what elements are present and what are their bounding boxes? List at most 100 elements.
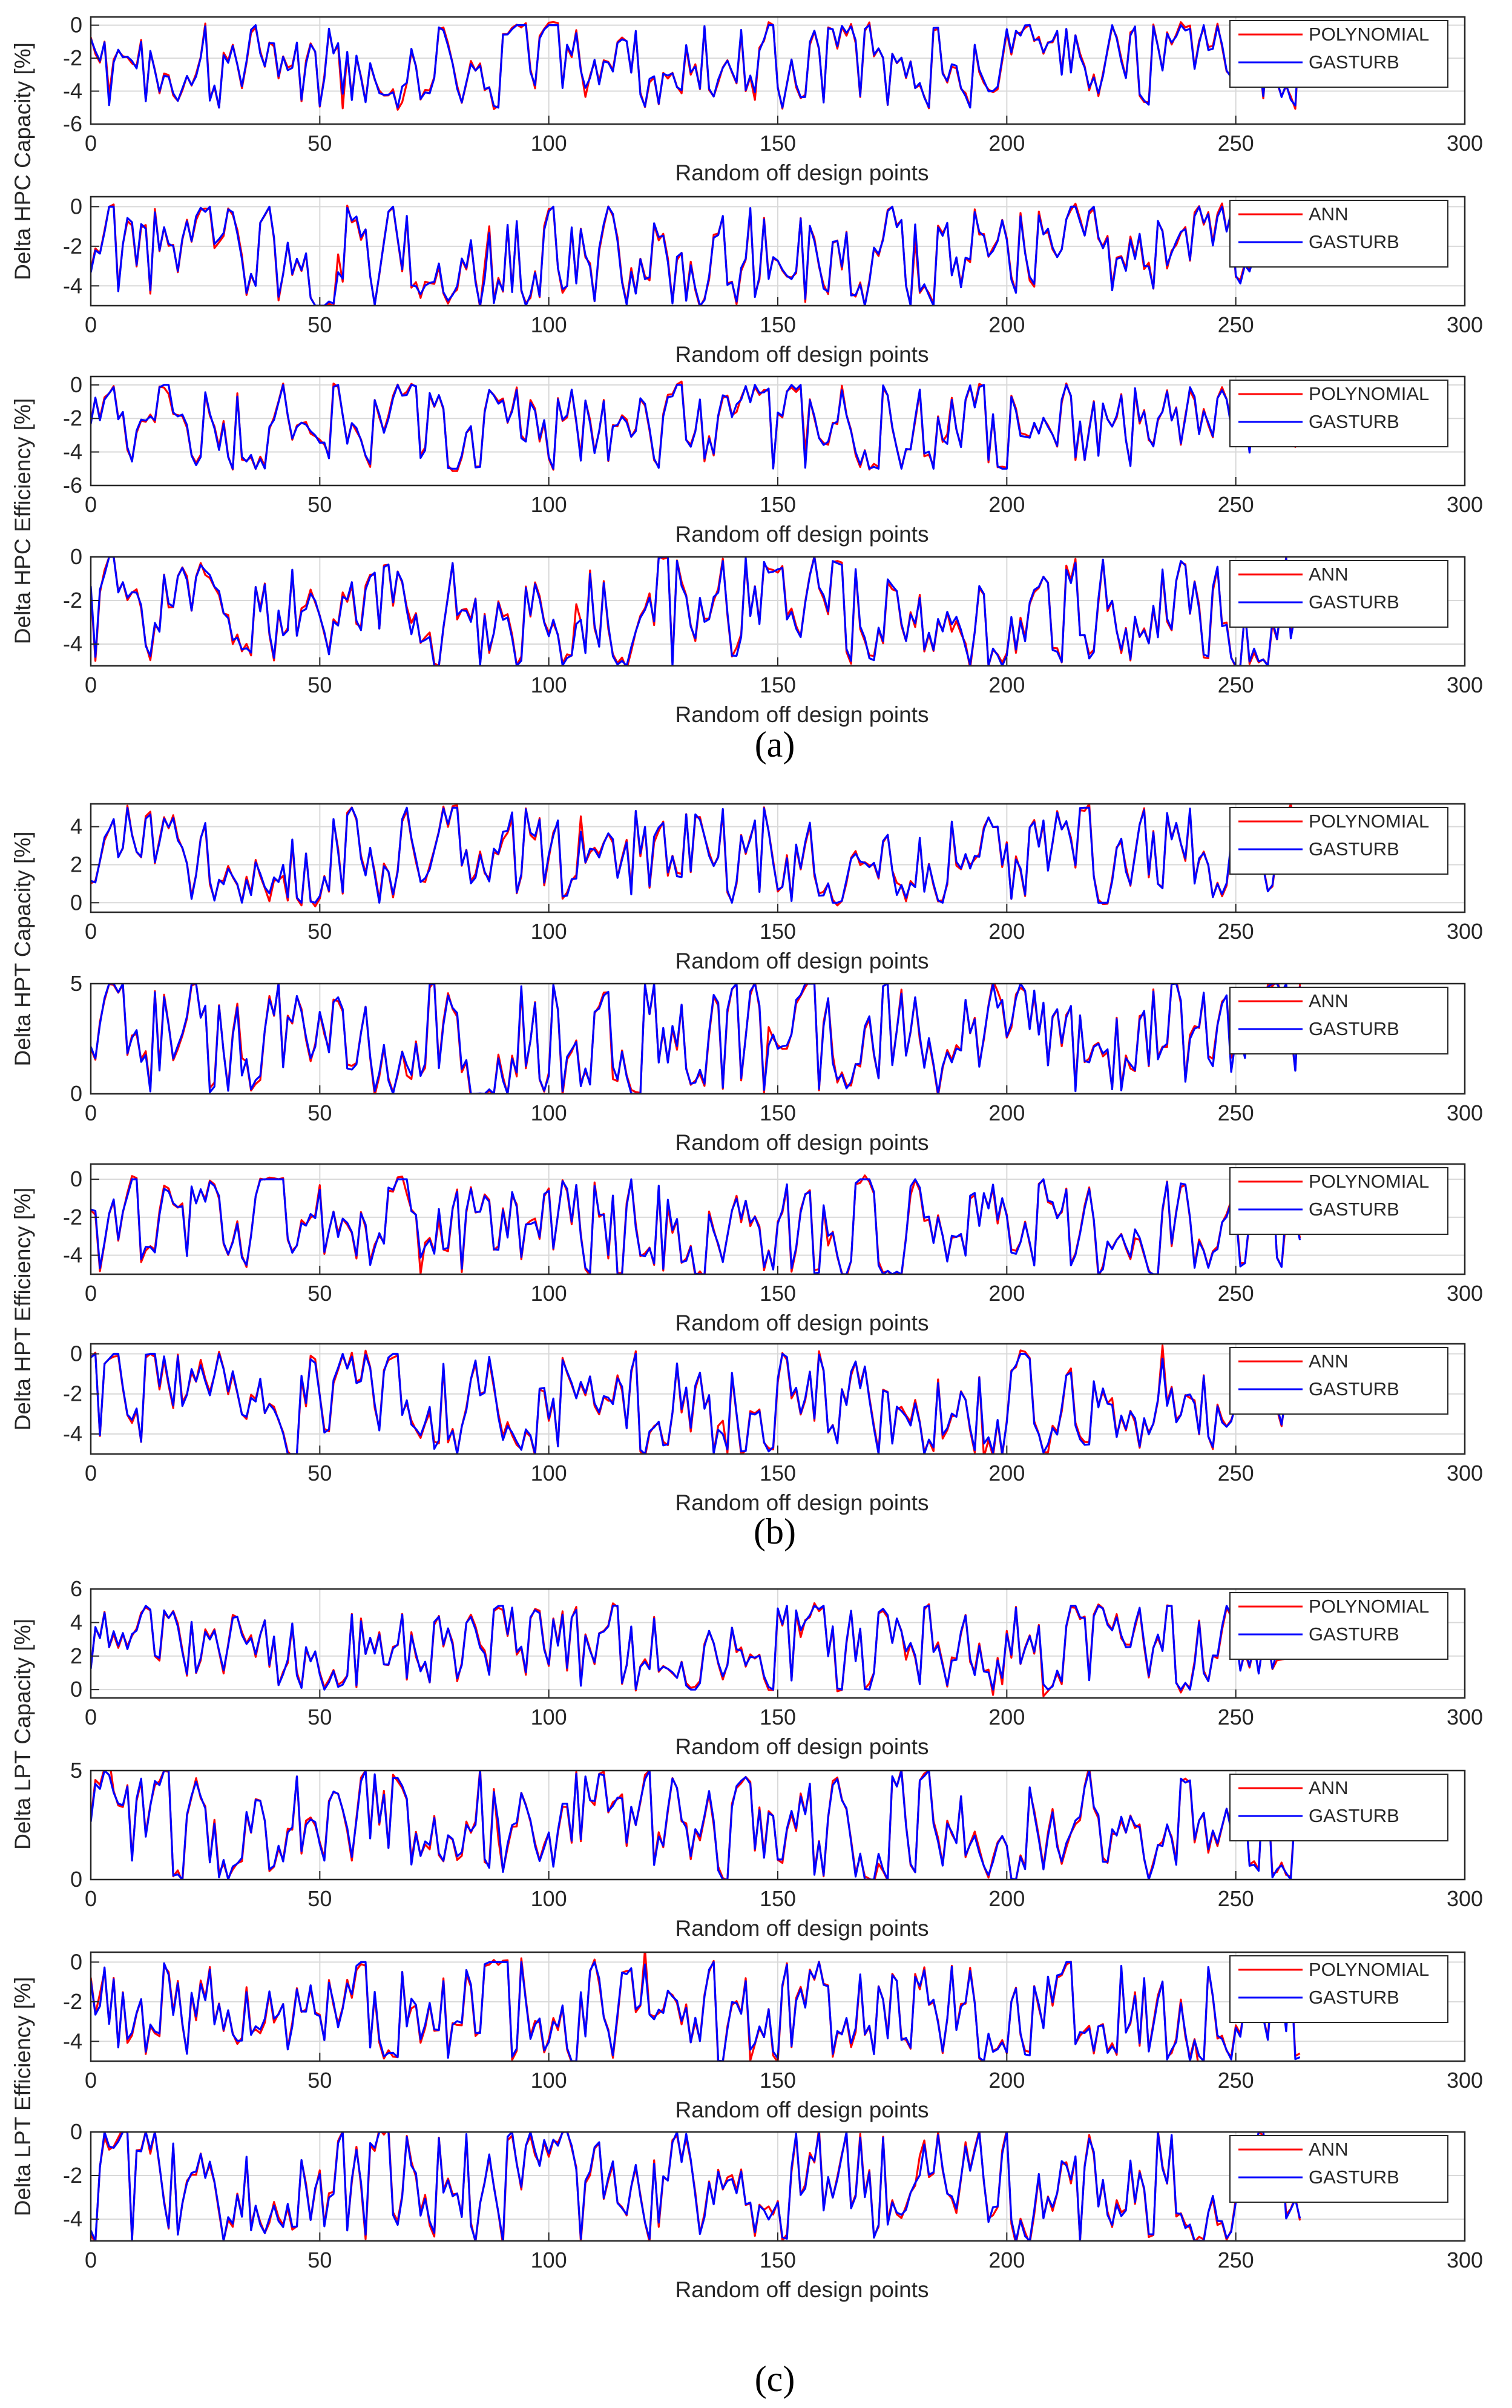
x-tick-label: 0	[85, 919, 97, 944]
x-tick-label: 200	[988, 312, 1025, 337]
x-tick-label: 200	[988, 919, 1025, 944]
x-axis-label: Random off design points	[675, 1916, 929, 1941]
x-tick-label: 150	[760, 1281, 796, 1306]
series-line-gasturb	[91, 1178, 1301, 1274]
x-tick-label: 0	[85, 1100, 97, 1125]
x-tick-label: 300	[1447, 2068, 1483, 2093]
y-tick-label: -4	[63, 2206, 82, 2231]
legend-label: GASTURB	[1309, 231, 1399, 252]
y-axis-label: Delta HPC Capacity [%]	[10, 42, 35, 280]
x-tick-label: 50	[307, 1100, 332, 1125]
series-line-gasturb	[91, 806, 1301, 904]
legend-label: GASTURB	[1309, 1805, 1399, 1826]
x-tick-label: 100	[531, 1100, 567, 1125]
x-tick-label: 50	[307, 1886, 332, 1911]
x-tick-label: 250	[1218, 1281, 1254, 1306]
x-tick-label: 300	[1447, 131, 1483, 156]
y-tick-label: -2	[63, 406, 82, 430]
x-tick-label: 50	[307, 492, 332, 517]
y-tick-label: 0	[70, 1341, 82, 1366]
x-tick-label: 250	[1218, 673, 1254, 697]
x-tick-label: 250	[1218, 1461, 1254, 1485]
subplot-5: 0 50 100 150 200 250 300 0 2 4 Random off design p…	[70, 803, 1483, 973]
x-tick-label: 250	[1218, 492, 1254, 517]
x-tick-label: 0	[85, 2248, 97, 2272]
y-tick-label: 0	[70, 890, 82, 915]
subplot-2: 0 50 100 150 200 250 300 -4 -2 0 Random off design…	[63, 194, 1483, 367]
legend-box	[1229, 1774, 1448, 1841]
x-tick-label: 0	[85, 1705, 97, 1729]
legend: ANN GASTURB	[1229, 987, 1448, 1054]
y-tick-label: 0	[70, 194, 82, 219]
series-line-gasturb	[91, 384, 1301, 470]
x-tick-label: 0	[85, 1886, 97, 1911]
y-tick-label: 0	[70, 1949, 82, 1974]
x-tick-label: 0	[85, 1461, 97, 1485]
y-tick-label: 0	[70, 1081, 82, 1106]
x-axis-label: Random off design points	[675, 949, 929, 973]
x-axis-label: Random off design points	[675, 342, 929, 367]
y-axis-label: Delta HPT Efficiency [%]	[10, 1188, 35, 1431]
x-tick-label: 100	[531, 492, 567, 517]
legend-box	[1229, 2135, 1448, 2203]
legend: POLYNOMIAL GASTURB	[1229, 1955, 1448, 2023]
y-tick-label: -4	[63, 2028, 82, 2053]
x-tick-label: 250	[1218, 1705, 1254, 1729]
x-tick-label: 50	[307, 919, 332, 944]
y-axis-label: Delta LPT Efficiency [%]	[10, 1977, 35, 2217]
x-tick-label: 150	[760, 1100, 796, 1125]
legend-label: POLYNOMIAL	[1309, 1171, 1429, 1192]
x-tick-label: 150	[760, 919, 796, 944]
series-line-gasturb	[91, 1771, 1301, 1880]
x-tick-label: 300	[1447, 492, 1483, 517]
legend: ANN GASTURB	[1229, 2135, 1448, 2203]
y-tick-label: 4	[70, 814, 82, 839]
x-tick-label: 100	[531, 312, 567, 337]
legend-box	[1229, 987, 1448, 1054]
y-tick-label: -4	[63, 273, 82, 298]
panel-label: (a)	[755, 725, 795, 765]
x-tick-label: 0	[85, 2068, 97, 2093]
legend-label: POLYNOMIAL	[1309, 24, 1429, 45]
x-tick-label: 250	[1218, 1886, 1254, 1911]
series-line-gasturb	[91, 24, 1301, 109]
x-tick-label: 300	[1447, 673, 1483, 697]
x-tick-label: 300	[1447, 312, 1483, 337]
subplot-7: 0 50 100 150 200 250 300 -4 -2 0 Random off design…	[63, 1163, 1483, 1335]
x-tick-label: 250	[1218, 2068, 1254, 2093]
y-axis-label: Delta LPT Capacity [%]	[10, 1619, 35, 1850]
x-tick-label: 50	[307, 1461, 332, 1485]
y-tick-label: -4	[63, 79, 82, 104]
x-tick-label: 0	[85, 312, 97, 337]
subplot-6: 0 50 100 150 200 250 300 0 5 Random off design po…	[70, 971, 1483, 1155]
x-tick-label: 250	[1218, 1100, 1254, 1125]
legend: POLYNOMIAL GASTURB	[1229, 807, 1448, 875]
series-line-gasturb	[91, 1352, 1301, 1454]
series-line-gasturb	[91, 557, 1301, 666]
y-tick-label: 0	[70, 13, 82, 38]
y-tick-label: 0	[70, 2119, 82, 2144]
x-tick-label: 250	[1218, 919, 1254, 944]
x-tick-label: 150	[760, 131, 796, 156]
x-tick-label: 150	[760, 2068, 796, 2093]
y-axis-label: Delta HPT Capacity [%]	[10, 832, 35, 1067]
x-axis-label: Random off design points	[675, 702, 929, 727]
legend-label: ANN	[1309, 1350, 1348, 1372]
series-line-gasturb	[91, 984, 1301, 1094]
subplot-3: 0 50 100 150 200 250 300 -6 -4 -2 0 Random off desi…	[63, 372, 1483, 547]
x-tick-label: 300	[1447, 2248, 1483, 2272]
x-axis-label: Random off design points	[675, 2277, 929, 2302]
x-tick-label: 100	[531, 1886, 567, 1911]
x-axis-label: Random off design points	[675, 160, 929, 185]
x-tick-label: 100	[531, 1461, 567, 1485]
y-tick-label: -6	[63, 473, 82, 498]
y-tick-label: -2	[63, 1205, 82, 1229]
legend: POLYNOMIAL GASTURB	[1229, 20, 1448, 88]
legend-label: GASTURB	[1309, 1987, 1399, 2008]
legend-label: GASTURB	[1309, 2166, 1399, 2188]
legend-label: POLYNOMIAL	[1309, 811, 1429, 832]
x-tick-label: 300	[1447, 1705, 1483, 1729]
y-tick-label: -2	[63, 234, 82, 258]
legend-box	[1229, 1167, 1448, 1235]
x-tick-label: 300	[1447, 1281, 1483, 1306]
